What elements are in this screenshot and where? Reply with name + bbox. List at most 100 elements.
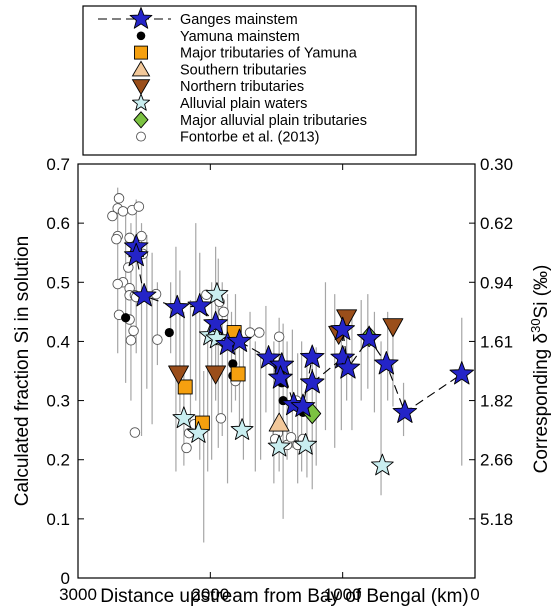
legend-label: Major tributaries of Yamuna	[180, 46, 358, 62]
y-tick-label: 0.4	[46, 332, 70, 351]
point-fontorbe-et-al-2013	[125, 334, 137, 346]
point-alluvial-plain-waters	[294, 432, 317, 455]
point-fontorbe-et-al-2013	[113, 193, 125, 204]
point-alluvial-plain-waters	[187, 421, 210, 443]
y-tick-label: 0.6	[46, 214, 70, 233]
x-tick-label: 3000	[59, 585, 97, 604]
point-fontorbe-et-al-2013	[123, 262, 134, 273]
point-fontorbe-et-al-2013	[254, 327, 265, 338]
y-axis-label: Calculated fraction Si in solution	[12, 236, 33, 506]
y2-axis-label-sup: 30	[528, 318, 543, 332]
point-fontorbe-et-al-2013	[111, 233, 122, 245]
point-fontorbe-et-al-2013	[285, 431, 297, 443]
point-fontorbe-et-al-2013	[112, 278, 123, 290]
point-yamuna-mainstem	[228, 359, 238, 369]
legend-item-ganges-mainstem: Ganges mainstem	[98, 7, 298, 29]
y-tick-label: 0.1	[46, 510, 70, 529]
series-line-ganges-mainstem	[135, 246, 463, 414]
legend-item-southern-tributaries: Southern tributaries	[131, 60, 307, 78]
point-alluvial-plain-waters	[205, 326, 229, 349]
y-tick-label: 0.3	[46, 392, 70, 411]
point-ganges-mainstem	[449, 361, 475, 385]
legend-marker	[131, 79, 151, 96]
y-tick-label: 0.7	[46, 155, 70, 174]
legend-marker	[136, 131, 146, 142]
point-fontorbe-et-al-2013	[117, 206, 129, 217]
legend-label: Major alluvial plain tributaries	[180, 113, 367, 129]
x-axis-label: Distance upstream from Bay of Bengal (km…	[100, 586, 469, 607]
point-ganges-mainstem	[256, 345, 281, 369]
point-major-tributaries-of-yamuna	[177, 379, 193, 395]
point-yamuna-mainstem	[164, 327, 174, 338]
point-ganges-mainstem	[123, 242, 149, 267]
point-fontorbe-et-al-2013	[128, 325, 139, 337]
point-yamuna-mainstem	[121, 313, 131, 323]
legend-item-major-tributaries-of-yamuna: Major tributaries of Yamuna	[134, 45, 358, 62]
y2-tick-label: 1.61	[480, 332, 513, 351]
point-northern-tributaries	[205, 365, 227, 385]
y2-tick-label: 0.30	[480, 155, 513, 174]
point-fontorbe-et-al-2013	[152, 334, 163, 345]
point-ganges-mainstem	[374, 351, 399, 375]
legend-label: Alluvial plain waters	[180, 96, 307, 112]
y-tick-label: 0.5	[46, 273, 70, 292]
legend-marker	[134, 45, 148, 60]
point-ganges-mainstem	[268, 365, 293, 389]
y2-tick-label: 0.94	[480, 273, 513, 292]
point-alluvial-plain-waters	[370, 453, 394, 476]
legend-label: Fontorbe et al. (2013)	[180, 130, 319, 146]
legend-label: Yamuna mainstem	[180, 29, 300, 45]
point-northern-tributaries	[168, 365, 190, 385]
legend-marker	[136, 31, 146, 41]
point-ganges-mainstem	[335, 355, 361, 379]
y-tick-label: 0.2	[46, 451, 70, 470]
point-ganges-mainstem	[299, 344, 325, 368]
point-fontorbe-et-al-2013	[244, 327, 256, 338]
legend-item-major-alluvial-plain-tributaries: Major alluvial plain tributaries	[133, 111, 367, 129]
y2-axis-label-prefix: Corresponding δ	[531, 333, 552, 474]
point-ganges-mainstem	[187, 293, 213, 317]
point-ganges-mainstem	[356, 325, 382, 349]
point-ganges-mainstem	[203, 310, 228, 335]
point-fontorbe-et-al-2013	[181, 442, 192, 454]
legend-marker	[131, 93, 151, 111]
point-northern-tributaries	[382, 318, 404, 338]
point-fontorbe-et-al-2013	[218, 306, 229, 318]
legend-label: Ganges mainstem	[180, 12, 298, 28]
point-ganges-mainstem	[299, 369, 325, 394]
legend-marker	[133, 111, 149, 129]
x-tick-label: 1000	[324, 585, 362, 604]
legend-item-alluvial-plain-waters: Alluvial plain waters	[131, 93, 307, 112]
point-ganges-mainstem	[227, 328, 252, 352]
point-alluvial-plain-waters	[172, 406, 196, 429]
y2-axis-label-suffix: Si (‰)	[531, 265, 552, 319]
ganges-connector-line	[135, 246, 463, 414]
y2-tick-label: 1.82	[480, 392, 513, 411]
point-fontorbe-et-al-2013	[107, 210, 118, 222]
legend-marker	[129, 7, 153, 29]
point-ganges-mainstem	[392, 399, 418, 423]
point-ganges-mainstem	[164, 294, 190, 319]
legend-label: Southern tributaries	[180, 62, 307, 78]
point-alluvial-plain-waters	[205, 282, 229, 304]
legend-item-fontorbe-et-al-2013: Fontorbe et al. (2013)	[136, 130, 319, 146]
x-tick-label: 0	[470, 585, 479, 604]
point-ganges-mainstem	[330, 345, 355, 369]
point-ganges-mainstem	[131, 283, 157, 307]
point-fontorbe-et-al-2013	[215, 413, 227, 424]
x-tick-label: 2000	[191, 585, 229, 604]
plot-frame	[77, 163, 476, 579]
point-ganges-mainstem	[290, 393, 316, 417]
point-southern-tributaries	[268, 412, 290, 432]
y2-tick-label: 0.62	[480, 214, 513, 233]
y2-tick-label: 2.66	[480, 451, 513, 470]
point-alluvial-plain-waters	[267, 434, 291, 457]
point-fontorbe-et-al-2013	[273, 331, 285, 342]
legend-marker	[131, 60, 151, 77]
point-fontorbe-et-al-2013	[129, 427, 141, 438]
legend-label: Northern tributaries	[180, 79, 304, 95]
data-points	[107, 193, 475, 476]
legend-item-yamuna-mainstem: Yamuna mainstem	[136, 29, 300, 45]
y2-axis-label: Corresponding δ30Si (‰)	[528, 265, 552, 474]
